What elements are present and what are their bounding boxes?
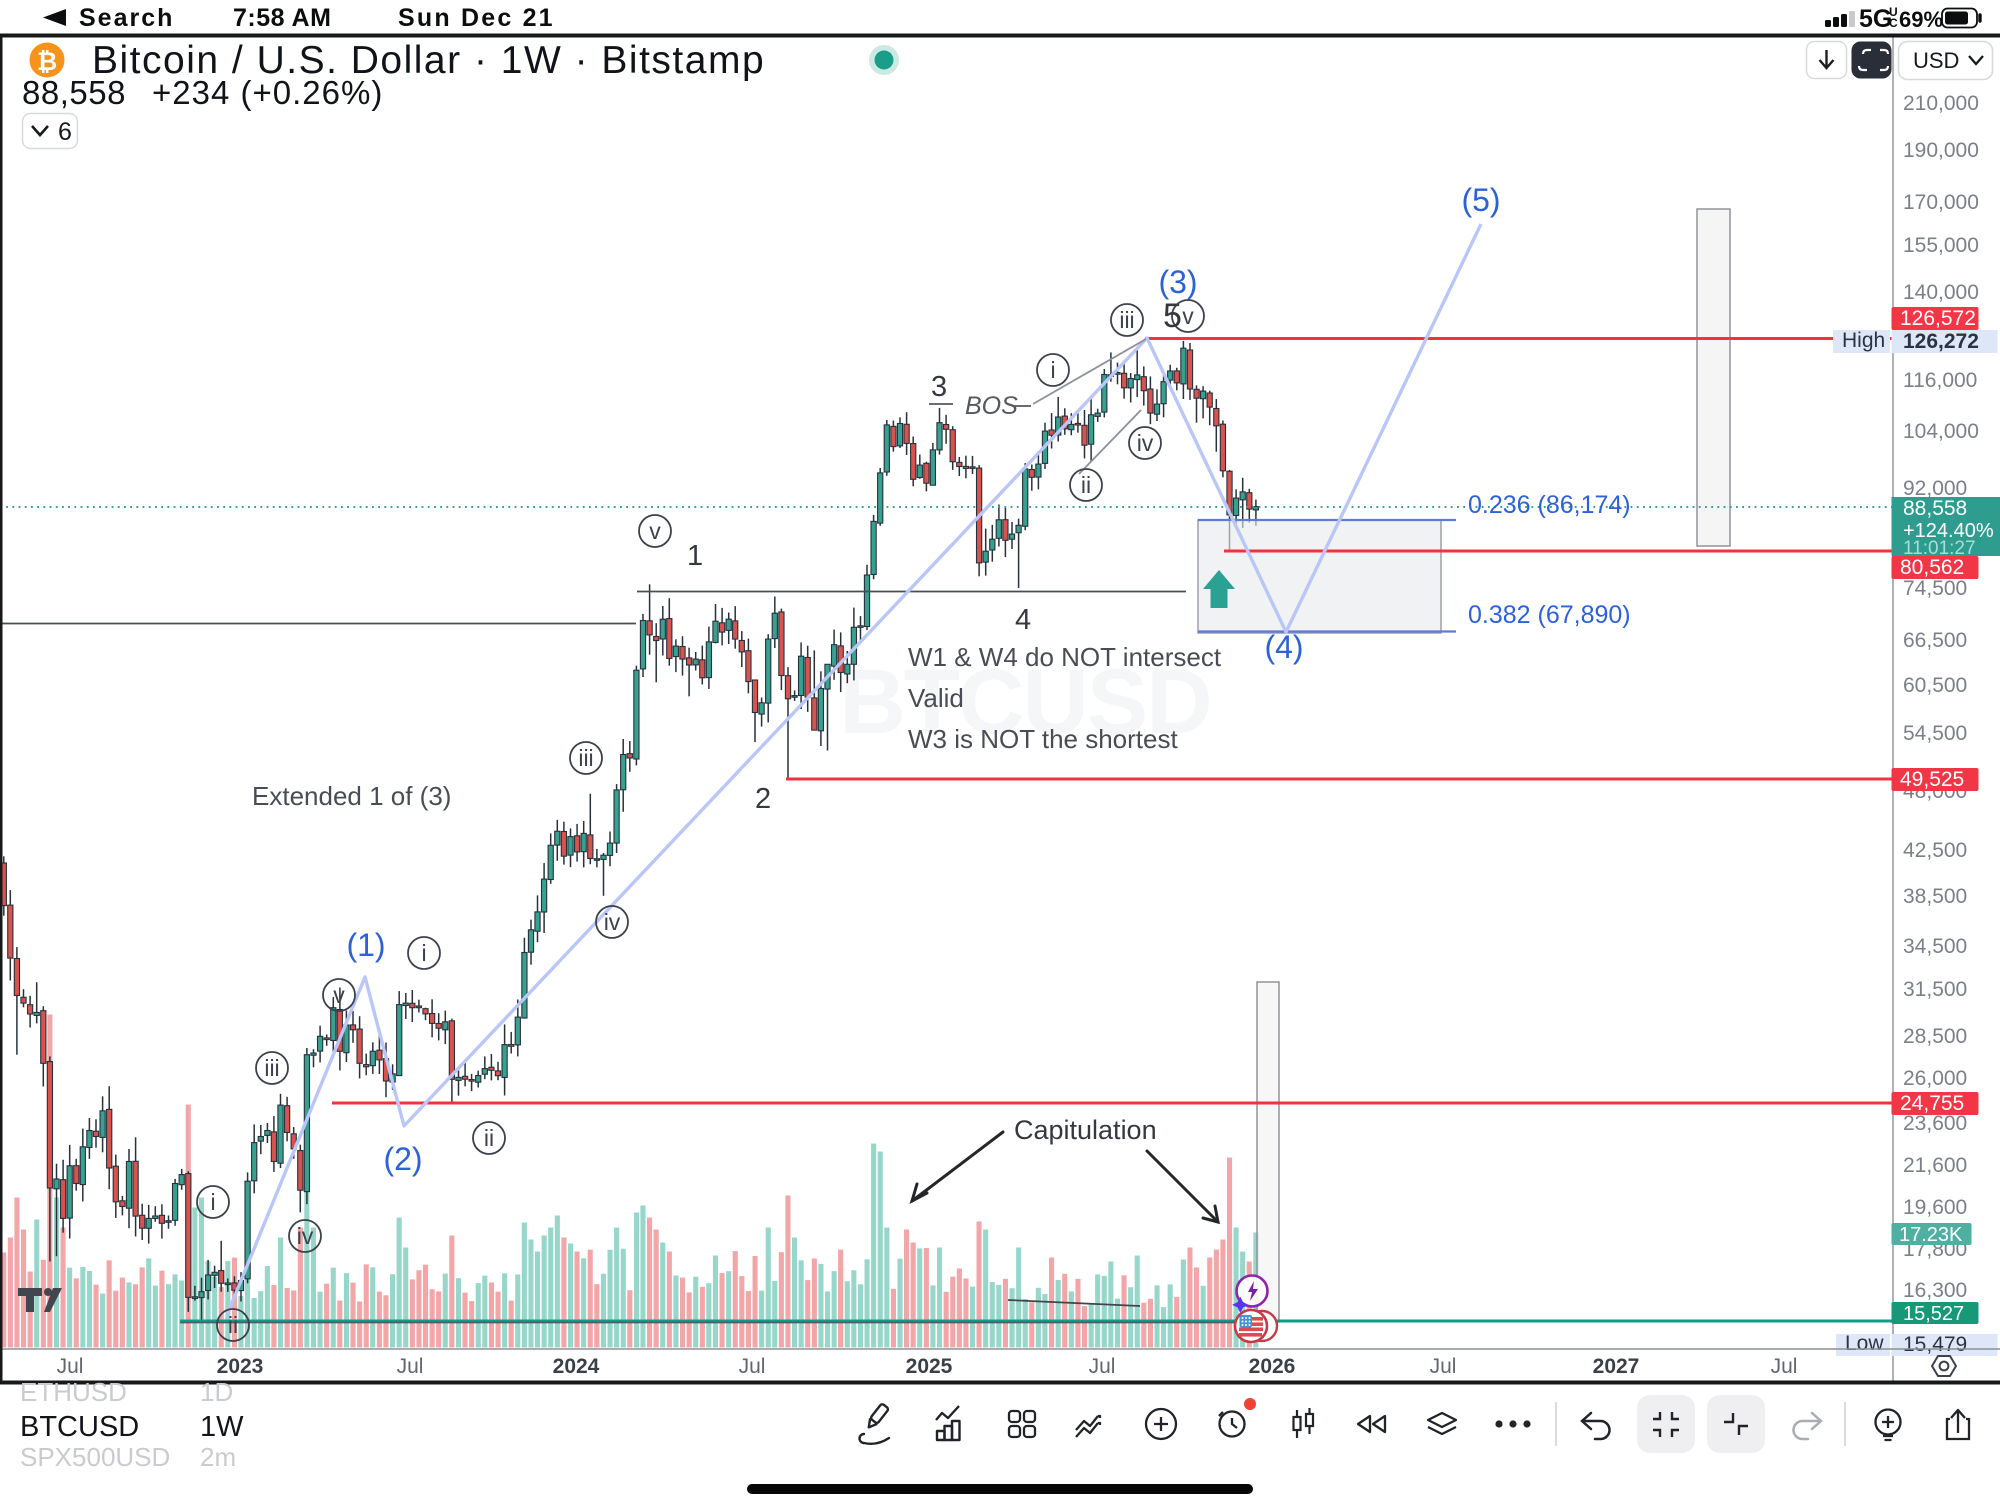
svg-text:iv: iv: [604, 909, 621, 935]
svg-text:i: i: [210, 1189, 215, 1215]
svg-text:Capitulation: Capitulation: [1014, 1115, 1157, 1145]
svg-text:Jul: Jul: [57, 1355, 84, 1378]
svg-text:₿: ₿: [37, 48, 57, 76]
svg-text:iii: iii: [264, 1055, 279, 1081]
svg-text:ii: ii: [1081, 472, 1091, 498]
svg-text:BTCUSD: BTCUSD: [839, 651, 1210, 753]
svg-text:1: 1: [687, 540, 703, 572]
svg-text:116,000: 116,000: [1903, 369, 1977, 392]
svg-text:0.382 (67,890): 0.382 (67,890): [1468, 601, 1631, 629]
svg-text:1D: 1D: [200, 1377, 233, 1407]
svg-text:54,500: 54,500: [1903, 722, 1967, 745]
svg-text:(4): (4): [1264, 629, 1303, 665]
svg-text:Jul: Jul: [1089, 1355, 1116, 1378]
svg-text:16,300: 16,300: [1903, 1279, 1967, 1302]
svg-text:21,600: 21,600: [1903, 1154, 1967, 1177]
svg-text:7:58 AM: 7:58 AM: [233, 4, 331, 32]
svg-text:ETHUSD: ETHUSD: [20, 1377, 127, 1407]
svg-text:2027: 2027: [1593, 1355, 1640, 1378]
svg-text:3: 3: [931, 371, 947, 403]
svg-text:Bitcoin / U.S. Dollar · 1W · B: Bitcoin / U.S. Dollar · 1W · Bitstamp: [92, 39, 765, 82]
svg-text:140,000: 140,000: [1903, 281, 1979, 304]
svg-text:38,500: 38,500: [1903, 885, 1967, 908]
svg-text:(1): (1): [346, 927, 385, 963]
svg-text:26,000: 26,000: [1903, 1067, 1967, 1090]
svg-text:Valid: Valid: [908, 683, 964, 713]
svg-text:1W: 1W: [200, 1411, 244, 1443]
svg-text:15,527: 15,527: [1903, 1303, 1964, 1325]
svg-text:Low: Low: [1845, 1332, 1884, 1355]
svg-text:W1 & W4 do NOT intersect: W1 & W4 do NOT intersect: [908, 642, 1222, 672]
svg-text:(3): (3): [1158, 264, 1197, 300]
svg-text:31,500: 31,500: [1903, 978, 1967, 1001]
svg-text:Search: Search: [79, 4, 174, 32]
svg-text:23,600: 23,600: [1903, 1112, 1967, 1135]
svg-text:USD: USD: [1913, 48, 1959, 73]
svg-text:5: 5: [1163, 297, 1182, 335]
svg-text:+234 (+0.26%): +234 (+0.26%): [152, 74, 383, 111]
svg-text:5G: 5G: [1859, 5, 1892, 33]
svg-text:Extended 1 of (3): Extended 1 of (3): [252, 781, 451, 811]
svg-text:iii: iii: [1119, 307, 1134, 333]
svg-text:88,558: 88,558: [1903, 497, 1967, 520]
svg-text:Jul: Jul: [1430, 1355, 1457, 1378]
svg-text:2025: 2025: [906, 1355, 953, 1378]
svg-text:155,000: 155,000: [1903, 234, 1979, 257]
svg-text:210,000: 210,000: [1903, 92, 1979, 115]
svg-text:28,500: 28,500: [1903, 1025, 1967, 1048]
svg-text:W3 is NOT the shortest: W3 is NOT the shortest: [908, 724, 1178, 754]
svg-text:High: High: [1842, 329, 1885, 352]
svg-text:2026: 2026: [1249, 1355, 1296, 1378]
svg-text:v: v: [649, 518, 661, 544]
svg-text:17.23K: 17.23K: [1899, 1224, 1963, 1246]
svg-text:49,525: 49,525: [1900, 768, 1964, 791]
svg-text:66,500: 66,500: [1903, 629, 1967, 652]
svg-text:iv: iv: [1137, 430, 1154, 456]
svg-text:C: C: [1889, 16, 1898, 30]
svg-text:U: U: [1889, 5, 1898, 19]
svg-text:iii: iii: [578, 745, 593, 771]
svg-text:88,558: 88,558: [22, 74, 126, 111]
svg-text:v: v: [1182, 303, 1194, 329]
svg-text:126,572: 126,572: [1900, 307, 1976, 330]
svg-text:60,500: 60,500: [1903, 674, 1967, 697]
svg-text:11:01:27: 11:01:27: [1903, 538, 1976, 559]
svg-text:126,272: 126,272: [1903, 330, 1979, 353]
svg-text:BTCUSD: BTCUSD: [20, 1411, 139, 1443]
svg-text:SPX500USD: SPX500USD: [20, 1442, 170, 1472]
svg-text:104,000: 104,000: [1903, 420, 1979, 443]
svg-text:i: i: [421, 940, 426, 966]
svg-text:92,000: 92,000: [1903, 477, 1967, 500]
svg-text:74,500: 74,500: [1903, 577, 1967, 600]
svg-text:15,479: 15,479: [1903, 1333, 1967, 1356]
svg-text:69%: 69%: [1899, 7, 1943, 32]
svg-text:34,500: 34,500: [1903, 935, 1967, 958]
svg-text:ii: ii: [228, 1312, 238, 1338]
svg-text:4: 4: [1015, 604, 1031, 636]
svg-text:ii: ii: [484, 1125, 494, 1151]
svg-text:+124.40%: +124.40%: [1903, 520, 1994, 542]
svg-text:2: 2: [755, 783, 771, 815]
svg-text:0.236 (86,174): 0.236 (86,174): [1468, 491, 1631, 519]
svg-text:42,500: 42,500: [1903, 839, 1967, 862]
svg-text:2023: 2023: [217, 1355, 264, 1378]
svg-text:190,000: 190,000: [1903, 139, 1979, 162]
svg-text:2m: 2m: [200, 1442, 236, 1472]
svg-text:24,755: 24,755: [1900, 1092, 1964, 1115]
svg-text:80,562: 80,562: [1900, 556, 1964, 579]
svg-text:Sun Dec 21: Sun Dec 21: [398, 4, 555, 32]
svg-text:2024: 2024: [553, 1355, 600, 1378]
svg-text:170,000: 170,000: [1903, 191, 1979, 214]
svg-text:iv: iv: [297, 1223, 314, 1249]
svg-text:Jul: Jul: [1771, 1355, 1798, 1378]
svg-text:(2): (2): [383, 1141, 422, 1177]
svg-text:BOS: BOS: [965, 392, 1018, 420]
svg-text:6: 6: [58, 118, 72, 146]
svg-text:i: i: [1050, 357, 1055, 383]
svg-text:(5): (5): [1461, 182, 1500, 218]
svg-text:19,600: 19,600: [1903, 1196, 1967, 1219]
svg-text:Jul: Jul: [739, 1355, 766, 1378]
svg-text:v: v: [333, 982, 345, 1008]
svg-text:Jul: Jul: [397, 1355, 424, 1378]
